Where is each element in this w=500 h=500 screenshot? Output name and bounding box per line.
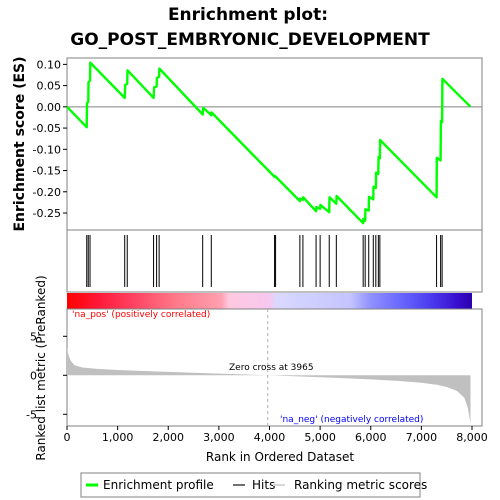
metric-x-tick-label: 4,000 xyxy=(254,431,286,444)
metric-panel-frame xyxy=(66,308,483,427)
es-y-tick-label: -0.25 xyxy=(33,207,61,220)
es-y-tick-label: -0.15 xyxy=(33,165,61,178)
metric-y-axis: 5 0 -5 xyxy=(26,330,67,421)
legend: Enrichment profile Hits Ranking metric s… xyxy=(80,472,427,498)
es-y-axis: 0.10 0.05 0.00 -0.05 -0.10 -0.15 -0.20 -0.25 xyxy=(33,58,67,220)
enrichment-profile-line xyxy=(66,61,472,225)
es-y-axis-label: Enrichment score (ES) xyxy=(12,56,28,231)
metric-x-tick-label: 2,000 xyxy=(153,431,185,444)
legend-hits-label: Hits xyxy=(252,478,275,492)
metric-x-tick-label: 8,000 xyxy=(456,431,488,444)
legend-es-label: Enrichment profile xyxy=(103,478,214,492)
legend-box xyxy=(80,472,421,498)
metric-x-tick-label: 7,000 xyxy=(406,431,438,444)
plot-title-line2: GO_POST_EMBRYONIC_DEVELOPMENT xyxy=(70,30,430,50)
metric-y-tick-label: 5 xyxy=(30,330,37,343)
metric-y-tick-label: -5 xyxy=(26,408,37,421)
hits-panel xyxy=(66,229,483,293)
rank-heatbar xyxy=(67,293,472,309)
es-y-tick-label: -0.20 xyxy=(33,186,61,199)
metric-x-axis: 0 1,000 2,000 3,000 4,000 5,000 6,000 7,000 8,00… xyxy=(64,426,488,444)
metric-y-axis-label: Ranked list metric (PreRanked) xyxy=(34,275,48,460)
metric-x-axis-label: Rank in Ordered Dataset xyxy=(206,450,354,464)
es-y-tick-label: 0.05 xyxy=(37,80,62,93)
hit-markers xyxy=(86,235,443,287)
metric-x-tick-label: 0 xyxy=(64,431,71,444)
metric-x-tick-label: 6,000 xyxy=(355,431,387,444)
metric-x-tick-label: 3,000 xyxy=(203,431,235,444)
es-y-tick-label: 0.00 xyxy=(37,101,62,114)
es-panel-frame xyxy=(66,57,483,231)
negative-correlation-label: 'na_neg' (negatively correlated) xyxy=(280,415,423,425)
positive-correlation-label: 'na_pos' (positively correlated) xyxy=(72,310,210,320)
legend-metric-label: Ranking metric scores xyxy=(294,478,427,492)
plot-title-line1: Enrichment plot: xyxy=(168,5,328,25)
rank-heatbar-gradient xyxy=(67,293,472,309)
metric-panel: 5 0 -5 0 1,000 2,000 3,000 4,000 5,000 6,000 7,00… xyxy=(26,275,488,464)
metric-x-tick-label: 1,000 xyxy=(102,431,134,444)
es-y-tick-label: -0.05 xyxy=(33,122,61,135)
metric-y-tick-label: 0 xyxy=(30,369,37,382)
es-y-tick-label: 0.10 xyxy=(37,58,62,71)
es-y-tick-label: -0.10 xyxy=(33,143,61,156)
es-panel: 0.10 0.05 0.00 -0.05 -0.10 -0.15 -0.20 -0.25 En… xyxy=(12,56,483,232)
metric-x-tick-label: 5,000 xyxy=(304,431,336,444)
zero-cross-label: Zero cross at 3965 xyxy=(229,363,314,373)
